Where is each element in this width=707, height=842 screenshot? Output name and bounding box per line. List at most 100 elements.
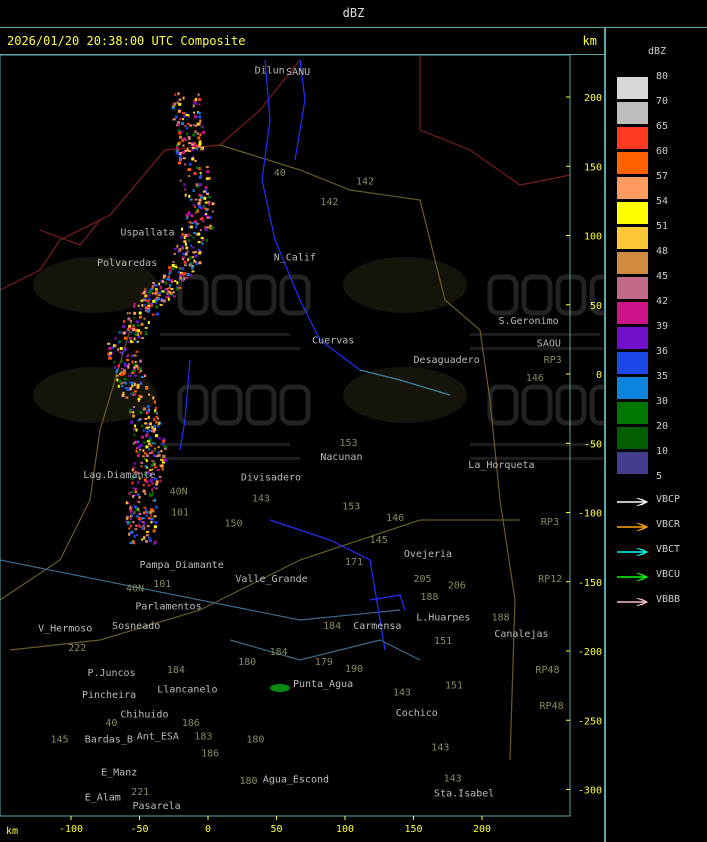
- echo-pixel: [182, 144, 185, 147]
- echo-pixel: [183, 260, 187, 264]
- echo-pixel: [146, 473, 149, 476]
- x-tick-label: 200: [473, 824, 491, 835]
- echo-pixel: [186, 148, 189, 152]
- echo-pixel: [139, 520, 142, 523]
- echo-pixel: [141, 435, 145, 439]
- echo-pixel: [197, 111, 201, 114]
- echo-pixel: [109, 351, 112, 355]
- echo-pixel: [138, 495, 141, 499]
- echo-pixel: [176, 146, 179, 150]
- echo-pixel: [199, 218, 203, 220]
- echo-pixel: [138, 371, 141, 374]
- echo-pixel: [176, 124, 179, 127]
- echo-pixel: [115, 370, 118, 374]
- echo-pixel: [198, 115, 202, 119]
- echo-pixel: [153, 525, 157, 529]
- echo-pixel: [184, 114, 186, 118]
- echo-pixel: [155, 406, 158, 410]
- echo-pixel: [179, 276, 183, 280]
- place-label: Ant_ESA: [137, 732, 179, 743]
- echo-pixel: [129, 507, 132, 511]
- echo-pixel: [211, 226, 214, 230]
- echo-pixel: [164, 287, 168, 291]
- echo-pixel: [190, 273, 193, 277]
- echo-pixel: [152, 491, 155, 494]
- echo-pixel: [191, 155, 194, 159]
- echo-pixel: [132, 411, 135, 414]
- echo-pixel: [198, 103, 201, 106]
- echo-pixel: [151, 450, 153, 454]
- echo-pixel: [125, 355, 128, 358]
- radar-map[interactable]: Dilun SANU N_Calif Uspallata Polvaredas Cuerv…: [0, 0, 605, 842]
- legend-panel: dBZ 80 70 65 60 57 54 51 48 45 42 39 36 35 30 20 10 5 VB…: [606, 28, 707, 842]
- echo-pixel: [191, 265, 194, 268]
- echo-pixel: [191, 142, 195, 146]
- echo-pixel: [141, 521, 145, 524]
- echo-pixel: [184, 188, 187, 191]
- echo-pixel: [183, 272, 187, 276]
- echo-pixel: [134, 424, 137, 428]
- echo-pixel: [160, 299, 164, 302]
- echo-pixel: [128, 492, 131, 495]
- echo-pixel: [156, 455, 159, 458]
- echo-pixel: [144, 290, 148, 293]
- echo-pixel: [133, 317, 136, 320]
- legend-swatch: [617, 202, 648, 224]
- echo-pixel: [178, 268, 182, 271]
- echo-pixel: [157, 294, 161, 297]
- echo-pixel: [123, 364, 127, 366]
- echo-pixel: [127, 521, 129, 525]
- echo-pixel: [124, 348, 127, 352]
- echo-pixel: [138, 477, 141, 480]
- echo-pixel: [180, 245, 184, 248]
- echo-pixel: [177, 250, 180, 253]
- echo-pixel: [182, 267, 185, 270]
- route-label: 145: [50, 734, 68, 745]
- echo-pixel: [211, 202, 215, 206]
- echo-pixel: [157, 425, 159, 428]
- map-boundary: [0, 59, 301, 291]
- echo-pixel: [184, 163, 187, 166]
- route-label: 188: [492, 613, 510, 624]
- echo-pixel: [121, 360, 124, 363]
- echo-pixel: [149, 479, 152, 483]
- echo-pixel: [200, 196, 204, 199]
- echo-pixel: [178, 131, 182, 135]
- echo-pixel: [208, 224, 212, 227]
- echo-pixel: [196, 122, 200, 126]
- echo-pixel: [130, 530, 134, 534]
- echo-pixel: [144, 309, 147, 312]
- echo-pixel: [200, 194, 203, 198]
- echo-pixel: [134, 488, 137, 492]
- echo-pixel: [133, 354, 137, 357]
- place-label: L.Huarpes: [416, 613, 470, 624]
- echo-pixel: [168, 269, 172, 273]
- place-label: Lag.Diamante: [83, 470, 155, 481]
- echo-pixel: [175, 266, 178, 269]
- echo-pixel: [145, 386, 149, 390]
- echo-pixel: [129, 506, 133, 509]
- echo-pixel: [146, 430, 149, 433]
- echo-pixel: [137, 340, 140, 343]
- echo-pixel: [122, 325, 126, 328]
- echo-pixel: [205, 166, 209, 169]
- echo-pixel: [131, 370, 135, 374]
- legend-swatch: [617, 127, 648, 149]
- echo-pixel: [134, 528, 138, 531]
- place-label: Sosneado: [112, 621, 160, 632]
- echo-pixel: [157, 451, 161, 454]
- echo-pixel: [155, 305, 159, 309]
- echo-pixel: [200, 236, 204, 239]
- echo-pixel: [140, 299, 144, 302]
- x-tick-label: 150: [404, 824, 422, 835]
- echo-cell: [270, 684, 290, 692]
- echo-pixel: [108, 355, 112, 358]
- echo-pixel: [172, 118, 176, 121]
- echo-pixel: [195, 233, 199, 236]
- echo-pixel: [131, 542, 135, 545]
- echo-pixel: [155, 301, 157, 304]
- echo-pixel: [133, 433, 136, 436]
- echo-pixel: [133, 428, 137, 431]
- echo-pixel: [152, 396, 155, 400]
- legend-label: 10: [656, 446, 669, 457]
